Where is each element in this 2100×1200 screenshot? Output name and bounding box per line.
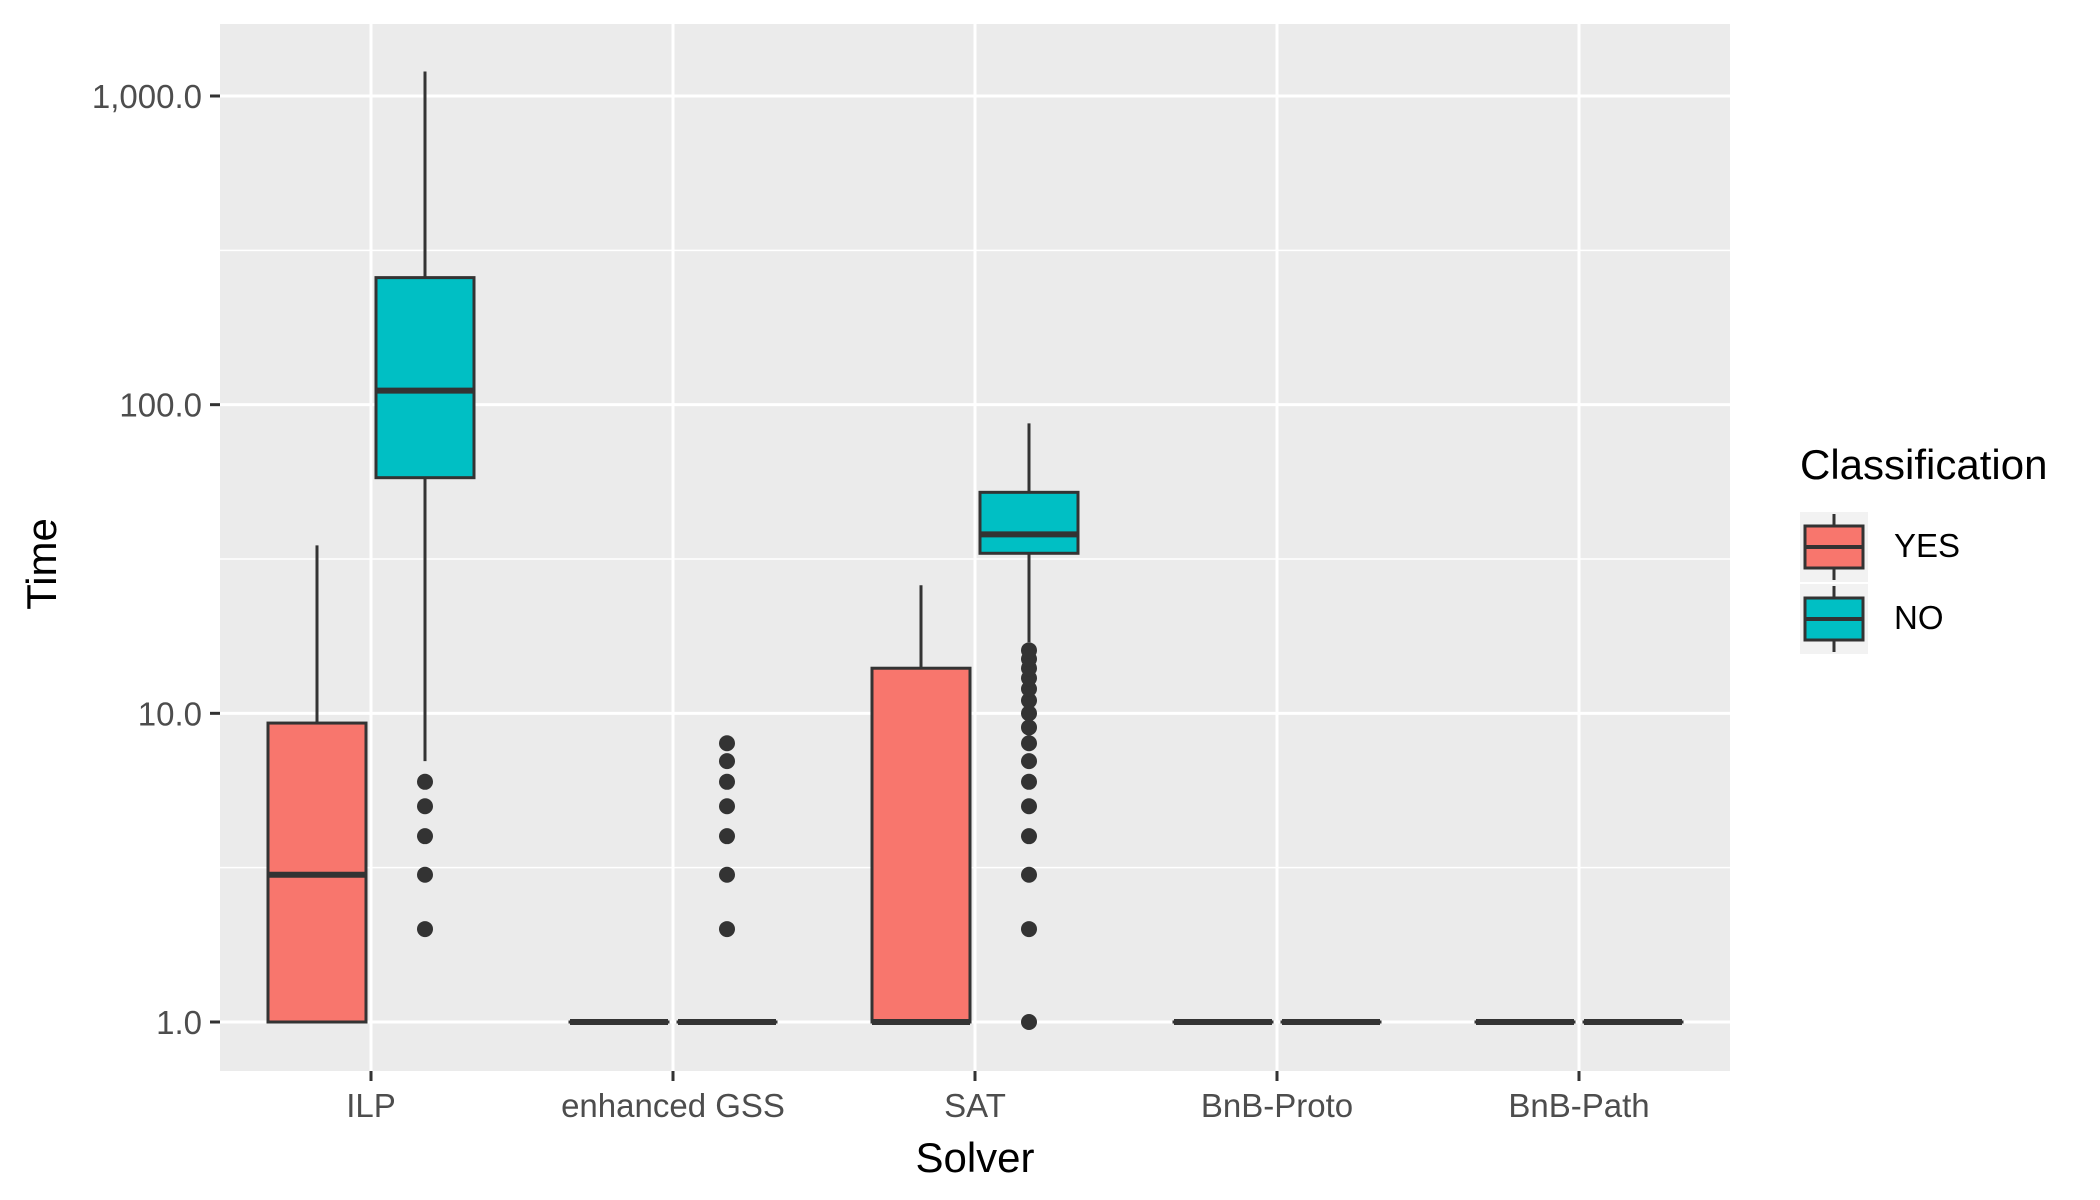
y-tick-label: 100.0 bbox=[119, 387, 202, 424]
legend: Classification YES NO bbox=[1800, 441, 2047, 654]
outlier-point bbox=[417, 866, 433, 883]
outlier-point bbox=[417, 773, 433, 790]
outlier-point bbox=[719, 773, 735, 790]
outlier-point bbox=[1021, 735, 1037, 752]
grid-major bbox=[220, 24, 1730, 1071]
x-tick-label: SAT bbox=[944, 1087, 1006, 1124]
box-body bbox=[374, 276, 476, 480]
outlier-point bbox=[1021, 828, 1037, 845]
outlier-point bbox=[719, 735, 735, 752]
box-yes-2 bbox=[870, 585, 972, 1025]
x-axis-title: Solver bbox=[915, 1134, 1034, 1181]
outlier-point bbox=[719, 798, 735, 815]
x-tick-label: BnB-Proto bbox=[1201, 1087, 1353, 1124]
outlier-point bbox=[719, 921, 735, 938]
x-tick-label: BnB-Path bbox=[1508, 1087, 1649, 1124]
outlier-point bbox=[1021, 692, 1037, 709]
outlier-point bbox=[417, 798, 433, 815]
x-tick-label: ILP bbox=[346, 1087, 396, 1124]
outlier-point bbox=[719, 753, 735, 770]
legend-label-no: NO bbox=[1894, 599, 1944, 636]
box-body bbox=[978, 490, 1080, 555]
box-no-0 bbox=[374, 71, 476, 938]
legend-key-no bbox=[1800, 584, 1868, 654]
legend-key-yes bbox=[1800, 512, 1868, 582]
legend-keys bbox=[1800, 512, 1868, 654]
outlier-point bbox=[1021, 798, 1037, 815]
outlier-point bbox=[1021, 921, 1037, 938]
y-tick-label: 1,000.0 bbox=[92, 78, 202, 115]
outlier-point bbox=[417, 921, 433, 938]
outlier-point bbox=[1021, 642, 1037, 659]
y-axis: 1.0 10.0 100.0 1,000.0 bbox=[92, 78, 220, 1041]
x-axis: ILP enhanced GSS SAT BnB-Proto BnB-Path bbox=[346, 1071, 1650, 1124]
y-tick-label: 10.0 bbox=[138, 695, 202, 732]
outlier-point bbox=[1021, 773, 1037, 790]
outlier-point bbox=[1021, 1014, 1037, 1030]
outlier-point bbox=[417, 828, 433, 845]
box-layer bbox=[266, 71, 1684, 1030]
outlier-point bbox=[1021, 705, 1037, 722]
box-no-1 bbox=[676, 735, 778, 1025]
outlier-point bbox=[719, 828, 735, 845]
y-tick-label: 1.0 bbox=[156, 1004, 202, 1041]
legend-label-yes: YES bbox=[1894, 527, 1960, 564]
box-yes-0 bbox=[266, 545, 368, 1024]
outlier-point bbox=[1021, 753, 1037, 770]
box-body bbox=[870, 666, 972, 1024]
outlier-point bbox=[719, 866, 735, 883]
outlier-point bbox=[1021, 866, 1037, 883]
y-axis-title: Time bbox=[18, 518, 65, 610]
box-no-2 bbox=[978, 423, 1080, 1030]
outlier-point bbox=[1021, 719, 1037, 736]
legend-title: Classification bbox=[1800, 441, 2047, 488]
x-tick-label: enhanced GSS bbox=[561, 1087, 785, 1124]
